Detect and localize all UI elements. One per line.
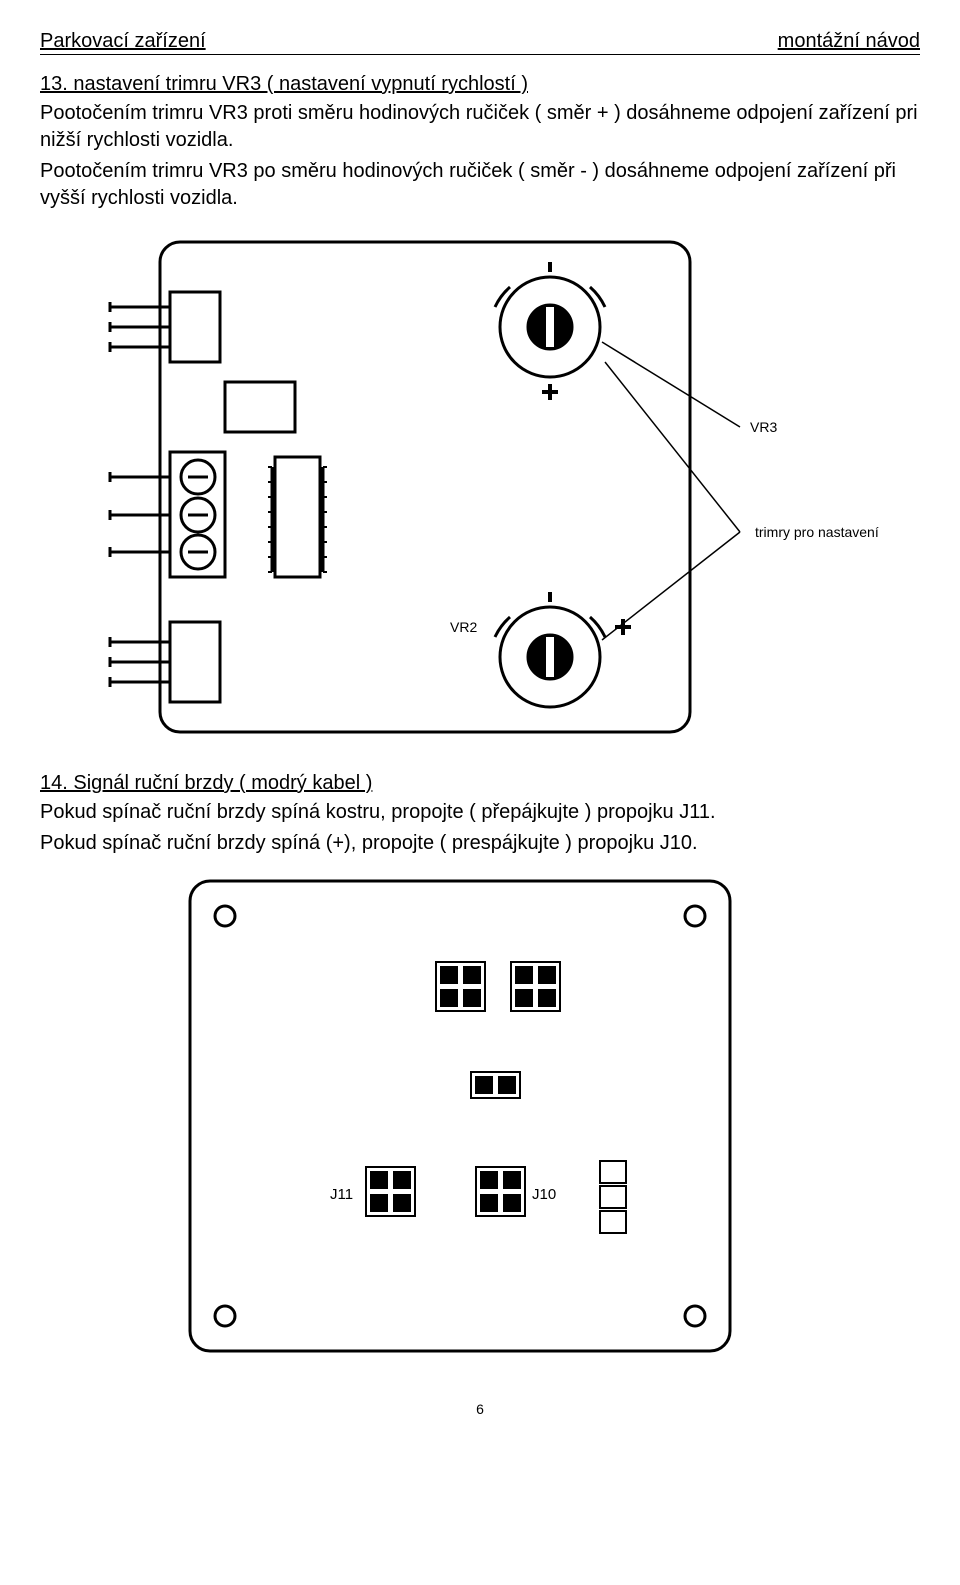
section-13-p1: Pootočením trimru VR3 proti směru hodino…	[40, 100, 920, 154]
label-vr2: VR2	[450, 619, 477, 635]
label-j10: J10	[532, 1186, 556, 1203]
section-14-title: 14. Signál ruční brzdy ( modrý kabel )	[40, 772, 920, 795]
section-14-p1: Pokud spínač ruční brzdy spíná kostru, p…	[40, 799, 920, 826]
section-13-title: 13. nastavení trimru VR3 ( nastavení vyp…	[40, 73, 920, 96]
diagram-pcb-trimmers: VR3 trimry pro nastavení VR2	[40, 232, 920, 742]
header-right: montážní návod	[778, 30, 920, 53]
label-trimry: trimry pro nastavení	[755, 524, 879, 540]
diagram-pcb-jumpers: J11 J10	[40, 871, 920, 1371]
label-j11: J11	[330, 1186, 353, 1203]
section-13-p2: Pootočením trimru VR3 po směru hodinovýc…	[40, 158, 920, 212]
section-14-p2: Pokud spínač ruční brzdy spíná (+), prop…	[40, 830, 920, 857]
page-number: 6	[40, 1401, 920, 1417]
page-header: Parkovací zařízení montážní návod	[40, 30, 920, 55]
header-left: Parkovací zařízení	[40, 30, 206, 53]
label-vr3: VR3	[750, 419, 777, 435]
